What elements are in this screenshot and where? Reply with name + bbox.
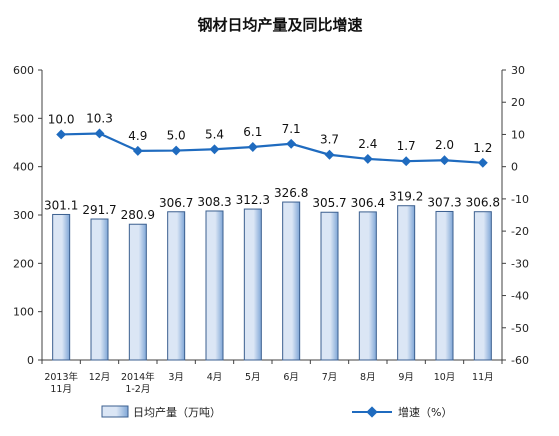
growth-data-label: 6.1 — [243, 125, 262, 139]
bar-data-label: 306.7 — [159, 196, 193, 210]
x-tick-label: 7月 — [322, 372, 338, 383]
y-right-tick-label: 0 — [511, 161, 518, 174]
y-left-tick-label: 400 — [13, 161, 34, 174]
y-right-tick-label: 30 — [511, 64, 525, 77]
growth-data-label: 3.7 — [320, 133, 339, 147]
y-left-tick-label: 200 — [13, 257, 34, 270]
growth-point — [324, 149, 335, 160]
x-tick-label: 6月 — [283, 372, 299, 383]
growth-point — [132, 145, 143, 156]
y-right-tick-label: -40 — [511, 290, 529, 303]
growth-point — [477, 157, 488, 168]
growth-point — [247, 142, 258, 152]
legend: 日均产量（万吨） 增速（%） — [101, 405, 452, 419]
y-right-tick-label: 10 — [511, 128, 525, 141]
y-left-tick-label: 500 — [13, 112, 34, 125]
growth-point — [171, 145, 182, 156]
bar — [52, 213, 71, 361]
x-tick-label: 2013年 11月 — [44, 371, 78, 395]
bar — [243, 208, 262, 361]
y-right-tick-label: -60 — [511, 354, 529, 367]
bar-data-label: 280.9 — [121, 208, 155, 222]
bar — [473, 211, 492, 361]
growth-data-label: 4.9 — [128, 129, 147, 143]
growth-data-label: 1.2 — [473, 141, 492, 155]
y-right-tick-label: -20 — [511, 225, 529, 238]
bar — [320, 211, 339, 361]
growth-point — [439, 155, 450, 166]
growth-point — [401, 156, 412, 167]
growth-point — [209, 144, 220, 155]
growth-point — [94, 128, 105, 139]
legend-swatch-bar — [101, 405, 129, 418]
growth-line — [61, 132, 483, 164]
y-right-tick-label: -30 — [511, 257, 529, 270]
x-tick-label: 5月 — [245, 372, 261, 383]
x-tick-label: 11月 — [472, 372, 494, 383]
growth-data-label: 5.4 — [205, 127, 224, 141]
bar — [167, 211, 186, 361]
chart-title: 钢材日均产量及同比增速 — [197, 16, 362, 34]
y-left-tick-label: 100 — [13, 306, 34, 319]
y-right-tick-label: -50 — [511, 322, 529, 335]
bar — [205, 210, 224, 361]
bar-data-label: 306.4 — [351, 196, 385, 210]
y-right-tick-label: -10 — [511, 193, 529, 206]
bar-data-label: 308.3 — [197, 195, 231, 209]
growth-data-label: 10.0 — [48, 112, 75, 126]
growth-data-label: 5.0 — [167, 129, 186, 143]
growth-point — [286, 138, 297, 149]
x-tick-label: 3月 — [168, 372, 184, 383]
growth-point — [56, 129, 67, 140]
legend-label-growth: 增速（%） — [398, 405, 452, 419]
bar — [128, 223, 147, 361]
plot-area: 0 100 200 300 400 500 600 -60 -50 -40 -30 -20 -10 0 10… — [13, 64, 529, 395]
bar-data-label: 312.3 — [236, 193, 270, 207]
bar — [90, 218, 109, 361]
y-left-tick-label: 0 — [27, 354, 34, 367]
growth-data-label: 2.0 — [435, 138, 454, 152]
growth-data-label: 7.1 — [282, 122, 301, 136]
legend-label-output: 日均产量（万吨） — [133, 405, 221, 419]
y-right-tick-label: 20 — [511, 96, 525, 109]
bar-data-label: 326.8 — [274, 186, 308, 200]
x-tick-label: 8月 — [360, 372, 376, 383]
growth-data-label: 1.7 — [397, 139, 416, 153]
bar-data-label: 301.1 — [44, 198, 78, 212]
x-tick-label: 12月 — [89, 372, 111, 383]
bar-data-label: 305.7 — [312, 196, 346, 210]
bar — [358, 211, 377, 361]
y-left-tick-label: 300 — [13, 209, 34, 222]
x-tick-label: 10月 — [434, 372, 456, 383]
growth-data-label: 2.4 — [358, 137, 377, 151]
x-tick-label: 9月 — [398, 372, 414, 383]
bar — [435, 210, 454, 361]
bar-data-label: 291.7 — [82, 203, 116, 217]
y-left-tick-label: 600 — [13, 64, 34, 77]
x-tick-label: 4月 — [207, 372, 223, 383]
growth-point — [362, 153, 373, 164]
legend-diamond-marker — [366, 406, 378, 418]
bar — [282, 201, 301, 361]
x-tick-label: 2014年 1-2月 — [121, 371, 155, 395]
bar-data-label: 307.3 — [427, 195, 461, 209]
bar-data-label: 319.2 — [389, 190, 423, 204]
bar-data-label: 306.8 — [466, 196, 500, 210]
growth-data-label: 10.3 — [86, 111, 113, 125]
bar — [397, 205, 416, 361]
